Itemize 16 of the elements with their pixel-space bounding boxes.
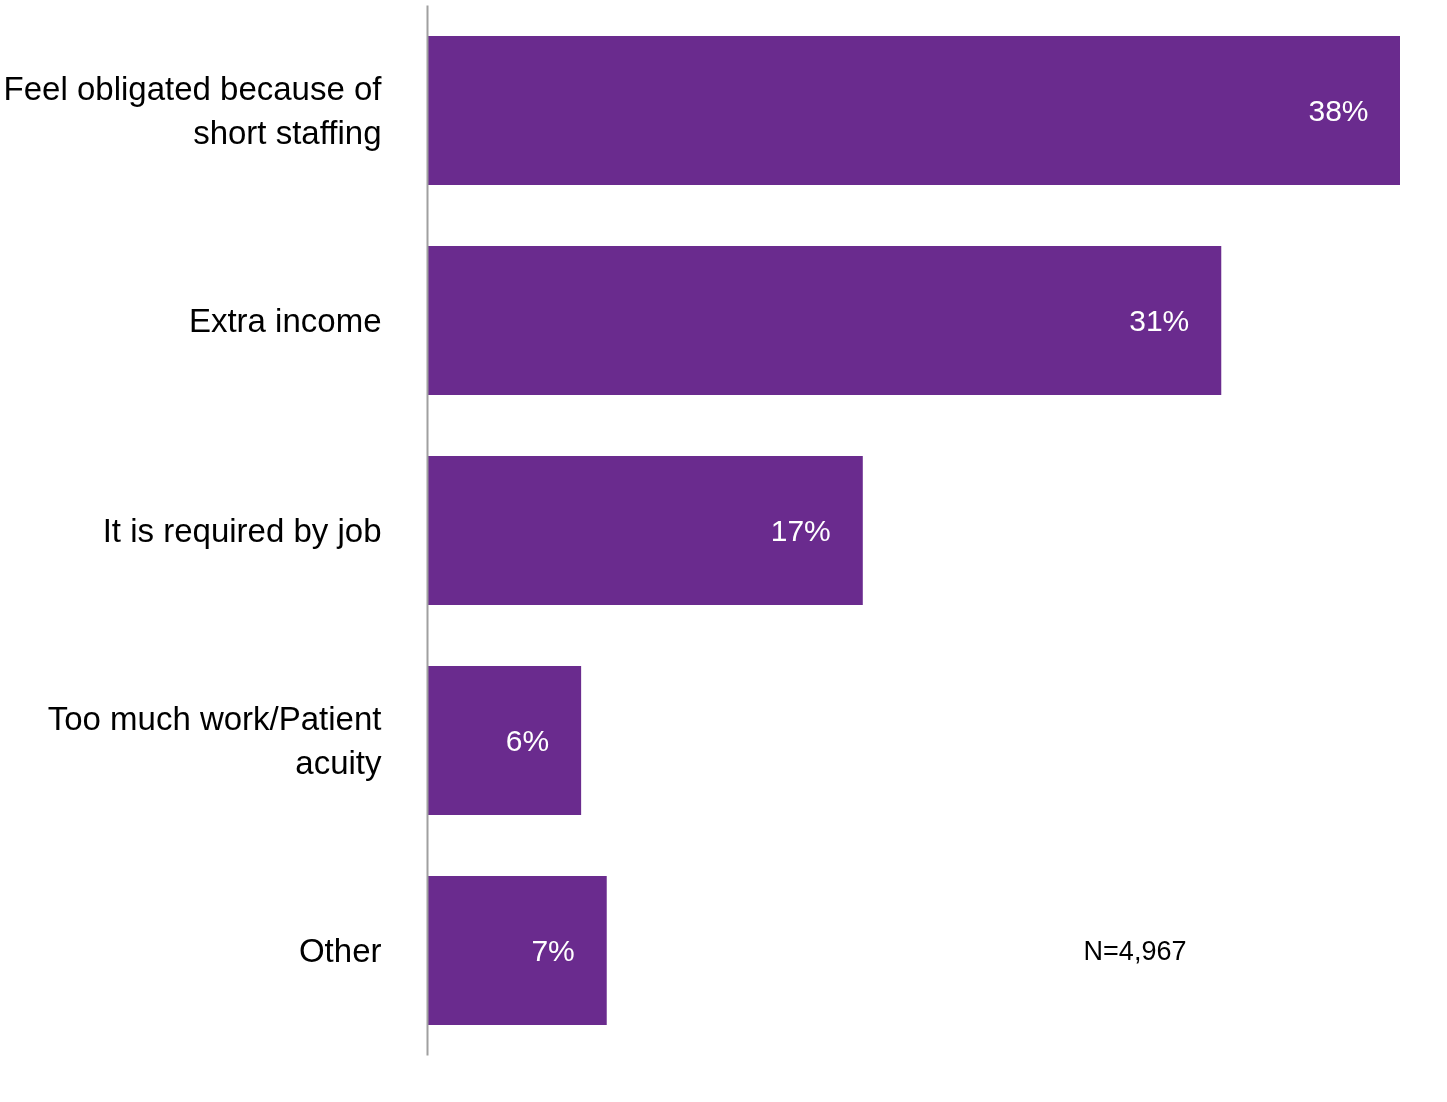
bar bbox=[427, 875, 607, 1026]
bar bbox=[427, 455, 863, 606]
data-label: 7% bbox=[531, 934, 575, 967]
annotation: N=4,967 bbox=[1083, 935, 1187, 966]
y-tick-label: It is required by job bbox=[102, 512, 382, 549]
y-tick-label: Other bbox=[298, 932, 382, 969]
data-label: 31% bbox=[1129, 304, 1190, 337]
y-tick-label: Extra income bbox=[188, 302, 382, 339]
y-tick-label: Feel obligated because of short staffing bbox=[3, 69, 383, 152]
bar bbox=[427, 665, 582, 816]
bar bbox=[427, 35, 1400, 186]
y-tick-label: Too much work/Patient acuity bbox=[47, 699, 382, 782]
bar bbox=[427, 245, 1222, 396]
data-label: 38% bbox=[1308, 94, 1369, 127]
data-label: 6% bbox=[505, 724, 550, 757]
data-label: 17% bbox=[770, 514, 831, 547]
